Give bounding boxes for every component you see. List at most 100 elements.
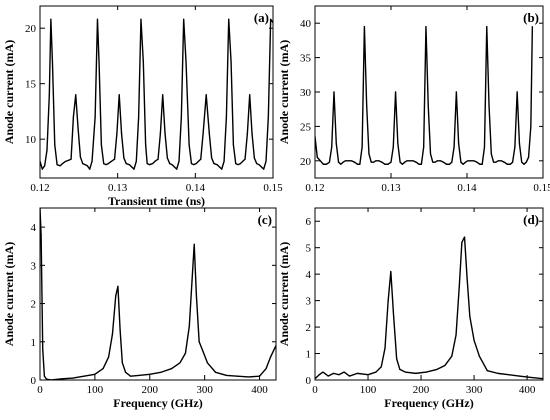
data-point-d-15	[392, 313, 395, 315]
data-point-b-41	[420, 163, 422, 165]
data-point-a-43	[142, 60, 144, 63]
x-tick-label-b-1: 0.13	[381, 182, 401, 194]
chart-panel-b: 0.12 0.13 0.14 0.15 20 25 30 35 40 Anode current …	[277, 5, 550, 194]
data-point-b-13	[347, 160, 350, 162]
data-point-b-69	[490, 153, 492, 155]
y-axis-label-c: Anode current (mA)	[2, 242, 16, 346]
data-point-d-18	[404, 371, 406, 373]
data-point-a-26	[100, 144, 102, 146]
x-tick-label-d-2: 200	[413, 384, 430, 396]
data-point-b-59	[464, 161, 467, 163]
data-point-b-10	[340, 163, 342, 165]
data-point-d-28	[466, 278, 468, 281]
data-point-b-9	[337, 161, 340, 163]
x-tick-label-c-1: 100	[87, 384, 104, 396]
data-point-b-79	[516, 91, 518, 93]
data-point-a-59	[180, 116, 182, 118]
data-point-b-62	[473, 160, 475, 162]
plot-frame-c	[39, 207, 277, 381]
data-point-d-14	[390, 270, 392, 273]
data-point-c-17	[125, 371, 127, 373]
data-point-a-7	[54, 144, 56, 146]
data-point-d-31	[478, 355, 480, 357]
data-point-d-2	[322, 371, 324, 373]
data-point-c-13	[115, 295, 117, 297]
data-point-a-71	[211, 157, 213, 159]
data-point-a-41	[138, 116, 140, 118]
data-point-a-46	[148, 164, 151, 166]
data-point-d-36	[529, 376, 531, 378]
data-point-c-38	[269, 356, 272, 358]
y-tick-label-c-0: 0	[31, 375, 37, 387]
data-point-c-32	[215, 371, 217, 373]
data-point-c-18	[129, 375, 132, 377]
data-point-b-75	[506, 163, 508, 165]
data-point-c-21	[160, 371, 162, 373]
data-point-c-16	[121, 362, 123, 364]
y-tick-label-d-1: 1	[306, 349, 312, 361]
data-point-a-66	[197, 160, 200, 162]
data-point-a-63	[190, 162, 193, 165]
y-tick-label-c-2: 2	[31, 299, 37, 311]
data-point-a-92	[260, 166, 262, 168]
x-tick-label-a-2: 0.14	[186, 182, 206, 194]
data-point-a-68	[202, 133, 204, 135]
x-axis-label-c: Frequency (GHz)	[113, 396, 202, 410]
data-point-c-29	[198, 341, 200, 343]
data-point-a-75	[221, 168, 223, 170]
data-point-b-67	[486, 26, 488, 28]
x-axis-label-a: Transient time (ns)	[108, 194, 205, 208]
data-point-a-18	[82, 162, 84, 165]
data-point-b-50	[442, 161, 445, 163]
data-point-b-36	[406, 160, 408, 162]
data-point-b-86	[531, 26, 533, 28]
x-tick-label-d-0: 0	[312, 384, 318, 396]
data-point-b-12	[344, 160, 346, 162]
data-point-d-10	[375, 371, 377, 373]
data-point-b-27	[384, 163, 386, 165]
data-point-c-37	[265, 367, 267, 370]
data-point-d-3	[327, 375, 329, 377]
data-point-a-94	[265, 160, 267, 162]
data-point-d-20	[425, 371, 427, 373]
data-point-a-37	[128, 164, 130, 166]
x-tick-label-d-1: 100	[360, 384, 377, 396]
data-point-a-3	[46, 149, 48, 151]
data-point-d-23	[451, 355, 453, 357]
chart-panel-c: 0 100 200 300 400 0 1 2 3 4 Frequency (GHz) Anode c…	[2, 207, 277, 410]
data-point-c-8	[83, 375, 85, 377]
data-point-a-2	[44, 165, 46, 167]
data-point-a-85	[244, 158, 246, 160]
data-point-d-32	[486, 370, 488, 372]
data-point-a-19	[84, 164, 86, 166]
data-point-a-79	[230, 60, 232, 63]
data-point-a-67	[200, 158, 202, 160]
data-point-c-26	[191, 280, 193, 282]
data-point-a-50	[159, 133, 161, 135]
data-point-b-35	[404, 161, 406, 163]
data-point-a-4	[48, 94, 50, 96]
data-point-a-38	[131, 166, 133, 168]
data-point-d-16	[396, 358, 398, 360]
data-point-b-70	[493, 161, 495, 163]
data-point-b-2	[319, 160, 321, 162]
data-point-a-20	[86, 165, 88, 167]
data-point-b-48	[436, 160, 438, 162]
data-point-b-8	[335, 143, 337, 145]
data-point-b-37	[409, 160, 411, 162]
data-point-a-5	[50, 18, 52, 20]
data-point-c-25	[188, 325, 190, 328]
data-point-a-81	[235, 162, 237, 165]
data-point-a-96	[270, 18, 272, 20]
data-point-d-26	[461, 241, 463, 243]
data-point-c-11	[108, 356, 110, 358]
data-point-b-24	[375, 160, 377, 162]
y-tick-label-d-3: 3	[306, 296, 312, 308]
data-point-c-22	[171, 367, 173, 370]
data-point-b-21	[368, 153, 370, 155]
plot-frame-b	[314, 5, 544, 179]
data-point-b-46	[432, 161, 434, 163]
data-point-b-26	[381, 161, 383, 163]
data-point-d-21	[436, 368, 438, 371]
x-tick-label-c-2: 200	[142, 384, 159, 396]
